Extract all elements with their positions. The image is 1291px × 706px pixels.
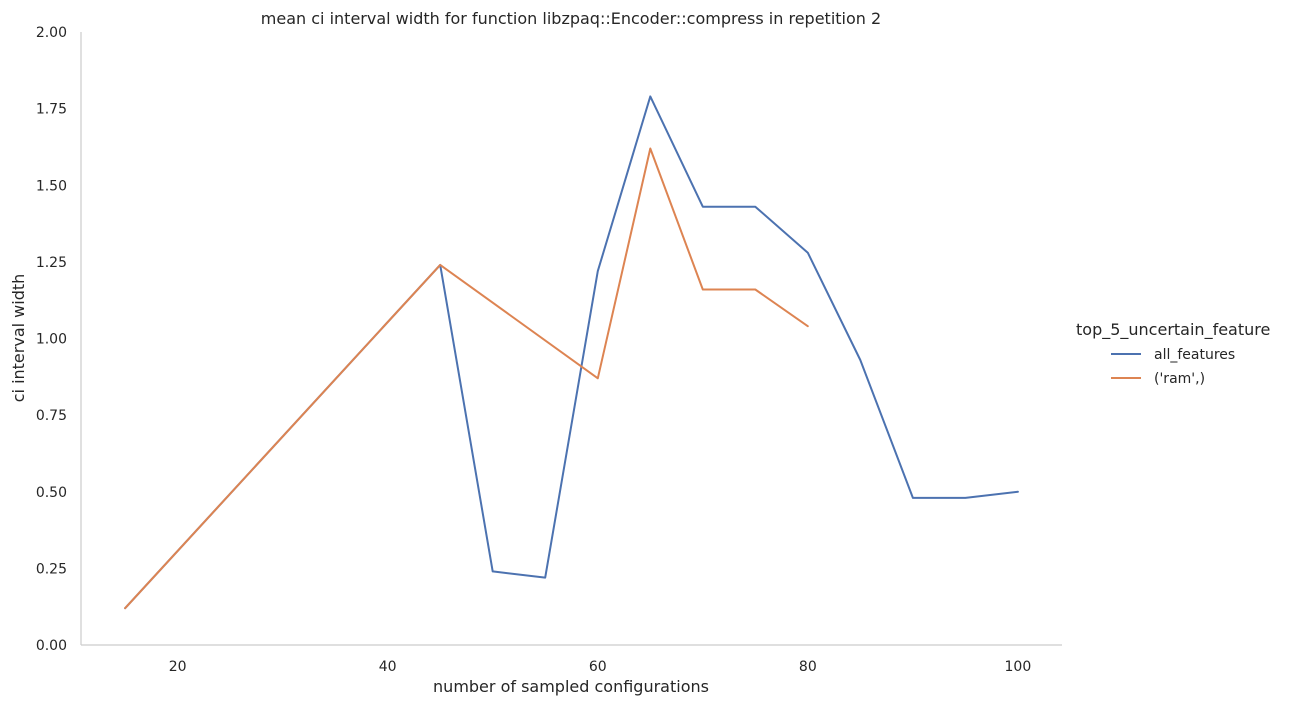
legend-label: all_features [1154,347,1235,363]
y-tick-label: 2.00 [36,25,67,41]
series-line-1 [124,147,809,610]
chart-title: mean ci interval width for function libz… [261,9,881,28]
legend-label: ('ram',) [1154,371,1205,387]
y-tick-label: 0.50 [36,485,67,501]
legend-title: top_5_uncertain_feature [1076,320,1270,340]
x-tick-label: 20 [169,659,187,675]
x-tick-label: 40 [379,659,397,675]
y-tick-label: 1.75 [36,102,67,118]
y-tick-label: 0.25 [36,561,67,577]
y-tick-label: 0.00 [36,638,67,654]
x-axis-title: number of sampled configurations [433,677,709,696]
y-tick-label: 1.25 [36,255,67,271]
y-tick-label: 1.50 [36,178,67,194]
x-axis: 20 40 60 80 100 [81,644,1062,675]
series-line-0 [124,95,1019,610]
x-tick-label: 80 [799,659,817,675]
y-tick-label: 1.00 [36,332,67,348]
legend: top_5_uncertain_feature all_features ('ra… [1076,320,1270,387]
y-axis-title: ci interval width [9,274,28,403]
y-axis: 0.00 0.25 0.50 0.75 1.00 1.25 1.50 1.75 2.00 [36,25,82,654]
y-tick-label: 0.75 [36,408,67,424]
plot-lines [124,95,1019,610]
x-tick-label: 100 [1005,659,1032,675]
x-tick-label: 60 [589,659,607,675]
